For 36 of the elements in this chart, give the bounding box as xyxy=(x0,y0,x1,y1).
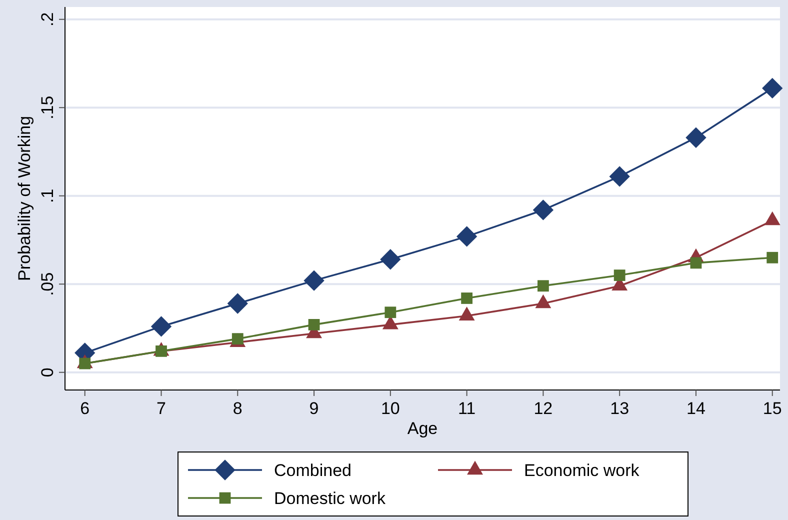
point xyxy=(762,78,783,99)
x-axis-title: Age xyxy=(407,419,438,438)
legend-label: Combined xyxy=(274,461,352,480)
legend-label: Domestic work xyxy=(274,489,386,508)
point xyxy=(614,270,626,281)
x-tick-label: 13 xyxy=(610,399,630,418)
point xyxy=(690,257,702,269)
y-axis-title: Probability of Working xyxy=(15,116,34,282)
point xyxy=(308,318,320,330)
point xyxy=(380,249,401,270)
legend-label: Economic work xyxy=(524,461,640,480)
point xyxy=(304,270,324,291)
x-tick-label: 7 xyxy=(156,399,166,418)
point xyxy=(766,252,778,264)
point xyxy=(532,200,554,220)
y-tick-label: .05 xyxy=(38,272,57,296)
point xyxy=(537,280,549,292)
point xyxy=(609,166,630,187)
y-tick-label: .1 xyxy=(38,188,57,203)
point xyxy=(456,226,478,247)
point xyxy=(150,316,172,337)
x-tick-label: 14 xyxy=(686,399,706,418)
x-tick-label: 15 xyxy=(762,399,782,418)
point xyxy=(461,292,473,304)
x-tick-label: 11 xyxy=(458,399,476,418)
y-tick-label: .15 xyxy=(38,96,57,120)
x-tick-label: 8 xyxy=(232,399,242,418)
x-tick-label: 9 xyxy=(309,399,319,418)
y-tick-label: 0 xyxy=(38,368,57,378)
point xyxy=(227,293,248,314)
y-tick-label: .2 xyxy=(38,12,57,26)
point xyxy=(384,306,396,318)
x-tick-label: 6 xyxy=(80,399,90,418)
x-tick-label: 10 xyxy=(380,399,400,418)
point xyxy=(686,127,706,148)
x-tick-label: 12 xyxy=(534,399,553,418)
